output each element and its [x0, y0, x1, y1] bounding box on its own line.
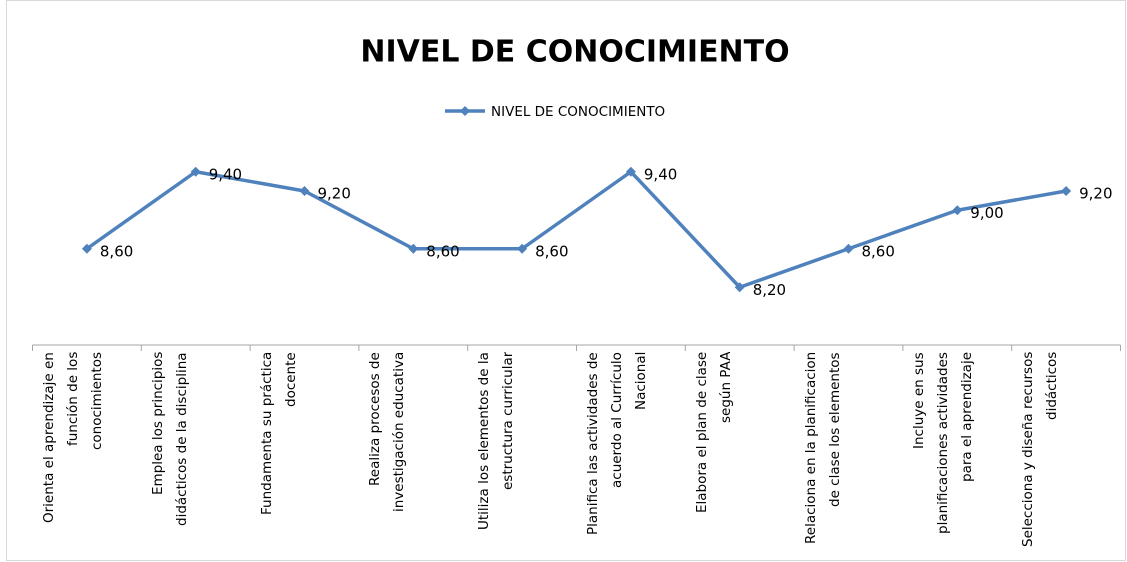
series-line — [85, 170, 1067, 289]
data-point — [190, 166, 201, 177]
x-tick-label: Realiza procesos de investigación educat… — [367, 352, 408, 513]
data-label: 9,00 — [970, 204, 1003, 222]
data-label: 9,20 — [318, 185, 351, 203]
data-label: 8,60 — [535, 242, 568, 260]
data-label: 8,60 — [100, 242, 133, 260]
legend-marker — [460, 106, 470, 116]
data-label: 8,20 — [753, 281, 786, 299]
data-label: 9,20 — [1079, 185, 1112, 203]
chart-title: NIVEL DE CONOCIMIENTO — [360, 35, 789, 70]
x-tick-label: Utiliza los elementos de la estructura c… — [476, 352, 517, 530]
x-tick-label: Incluye en sus planificaciones actividad… — [911, 352, 976, 534]
legend-label: NIVEL DE CONOCIMIENTO — [491, 104, 665, 120]
data-point — [299, 186, 310, 196]
data-point — [734, 282, 745, 293]
data-point — [625, 166, 636, 177]
data-point — [517, 243, 528, 254]
x-tick-label: Relaciona en la planificacion de clase l… — [802, 352, 843, 545]
data-label: 8,60 — [862, 242, 895, 260]
chart-border — [6, 0, 1126, 561]
data-point — [1061, 186, 1072, 196]
data-point — [81, 243, 92, 254]
x-tick-label: Elabora el plan de clase según PAA — [693, 352, 734, 514]
data-point — [952, 205, 963, 216]
x-tick-label: Selecciona y diseña recursos didácticos — [1020, 352, 1061, 548]
data-label: 8,60 — [426, 242, 459, 260]
data-label: 9,40 — [644, 165, 677, 183]
data-label: 9,40 — [209, 165, 242, 183]
x-tick-label: Fundamenta su práctica docente — [258, 352, 299, 516]
x-tick-label: Emplea los principios didácticos de la d… — [149, 352, 190, 526]
x-tick-label: Orienta el aprendizaje en función de los… — [40, 352, 105, 523]
x-tick-label: Planifica las actividades de acuerdo al … — [584, 352, 649, 535]
data-point — [843, 243, 854, 254]
data-point — [408, 243, 419, 254]
